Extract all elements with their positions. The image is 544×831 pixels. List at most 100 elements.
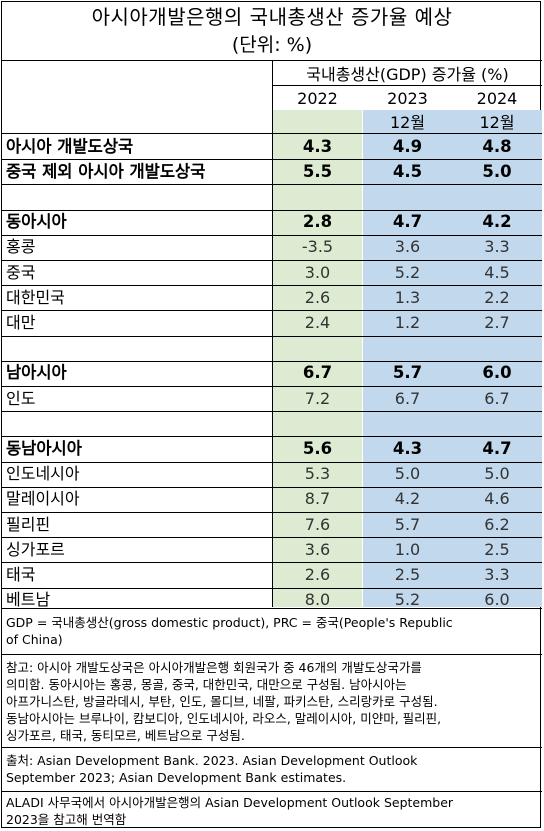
row-label: 중국 제외 아시아 개발도상국 [6, 161, 206, 181]
row-label: 말레이시아 [6, 489, 80, 509]
row-divider [2, 234, 542, 236]
month-header-2024: 12월 [479, 113, 515, 132]
value-cell: 2.7 [484, 312, 510, 332]
row-label: 인도 [6, 388, 36, 408]
row-label: 중국 [6, 262, 36, 282]
value-cell: 6.2 [484, 514, 510, 534]
row-divider [2, 436, 542, 438]
row-divider [2, 461, 542, 463]
divider [2, 60, 542, 61]
value-cell: 4.7 [392, 212, 423, 232]
year-header-2022: 2022 [297, 89, 338, 108]
row-divider [2, 184, 542, 186]
value-cell: 4.7 [482, 438, 512, 458]
row-divider [2, 159, 542, 161]
value-cell: 2.8 [302, 212, 333, 232]
abbreviation-note: GDP = 국내총생산(gross domestic product), PRC… [6, 614, 536, 648]
row-divider [2, 411, 542, 413]
value-cell: 3.3 [484, 564, 510, 584]
value-cell: 6.0 [484, 590, 510, 610]
row-label: 인도네시아 [6, 464, 80, 484]
table-title: 아시아개발은행의 국내총생산 증가율 예상 [91, 5, 453, 29]
value-cell: 5.3 [304, 464, 331, 484]
value-cell: 2.2 [484, 287, 510, 307]
value-cell: 7.6 [304, 514, 331, 534]
value-cell: 1.2 [394, 312, 421, 332]
value-cell: 4.2 [482, 212, 512, 232]
value-cell: 6.7 [394, 388, 421, 408]
value-cell: 4.8 [482, 136, 512, 156]
note-line: 참고: 아시아 개발도상국은 아시아개발은행 회원국가 중 46개의 개발도상국… [6, 660, 422, 675]
row-label: 싱가포르 [6, 539, 65, 559]
note-line: 의미함. 동아시아는 홍콩, 몽골, 중국, 대한민국, 대만으로 구성됨. 남… [6, 677, 407, 692]
value-cell: 4.6 [484, 489, 510, 509]
value-cell: 8.7 [304, 489, 331, 509]
value-cell: 4.5 [392, 161, 423, 181]
row-label: 홍콩 [6, 237, 36, 257]
value-cell: 4.5 [484, 262, 510, 282]
value-cell: 5.0 [482, 161, 512, 181]
value-cell: 5.7 [394, 514, 421, 534]
column-separator [272, 61, 273, 607]
value-cell: 5.6 [302, 438, 333, 458]
row-divider [2, 486, 542, 488]
value-cell: 5.0 [484, 464, 510, 484]
row-label: 대만 [6, 312, 36, 332]
gdp-growth-header: 국내총생산(GDP) 증가율 (%) [306, 65, 509, 84]
row-divider [2, 360, 542, 362]
value-cell: 2.6 [304, 564, 331, 584]
row-divider [2, 285, 542, 287]
value-cell: 4.9 [392, 136, 423, 156]
value-cell: 5.0 [394, 464, 421, 484]
value-cell: 4.2 [394, 489, 421, 509]
divider [2, 747, 542, 748]
value-cell: 8.0 [304, 590, 331, 610]
value-cell: 2.4 [304, 312, 331, 332]
value-cell: 5.5 [302, 161, 333, 181]
row-divider [2, 260, 542, 261]
value-cell: 5.7 [392, 363, 423, 383]
row-divider [2, 537, 542, 539]
value-cell: 4.3 [302, 136, 333, 156]
row-label: 대한민국 [6, 287, 65, 307]
row-label: 동남아시아 [6, 438, 82, 458]
note-line: 아프가니스탄, 방글라데시, 부탄, 인도, 몰디브, 네팔, 파키스탄, 스리… [6, 694, 438, 709]
value-cell: 6.7 [484, 388, 510, 408]
value-cell: 3.0 [304, 262, 331, 282]
value-cell: -3.5 [301, 237, 334, 257]
note-line: 싱가포르, 태국, 동티모르, 베트남으로 구성됨. [6, 728, 245, 743]
year-header-2023: 2023 [387, 89, 428, 108]
source-line: 출처: Asian Development Bank. 2023. Asian … [6, 753, 418, 768]
row-label: 아시아 개발도상국 [6, 136, 134, 156]
value-cell: 2.6 [304, 287, 331, 307]
header-divider [273, 85, 542, 86]
value-cell: 6.0 [482, 363, 512, 383]
source-line: September 2023; Asian Development Bank e… [6, 770, 347, 785]
row-divider [2, 587, 542, 589]
value-cell: 3.6 [394, 237, 421, 257]
value-cell: 2.5 [484, 539, 510, 559]
row-divider [2, 386, 542, 387]
unit-subtitle: (단위: %) [231, 34, 313, 56]
value-cell: 1.0 [394, 539, 421, 559]
divider [2, 654, 542, 655]
year-header-2024: 2024 [476, 89, 518, 108]
value-cell: 5.2 [394, 590, 421, 610]
row-label: 베트남 [6, 590, 51, 610]
value-cell: 3.6 [304, 539, 331, 559]
month-header-2023: 12월 [389, 113, 426, 132]
row-divider [2, 562, 542, 564]
divider [2, 791, 542, 792]
row-label: 필리핀 [6, 514, 51, 534]
abbreviation-line: of China) [6, 632, 63, 647]
value-cell: 7.2 [304, 388, 331, 408]
column-2022-band [273, 110, 362, 607]
row-divider [2, 512, 542, 513]
translation-credit: ALADI 사무국에서 아시아개발은행의 Asian Development O… [6, 794, 536, 828]
row-divider [2, 310, 542, 312]
value-cell: 2.5 [394, 564, 421, 584]
value-cell: 4.3 [392, 438, 423, 458]
value-cell: 6.7 [302, 363, 333, 383]
row-divider [2, 209, 542, 211]
table-bottom-rule [2, 608, 542, 609]
